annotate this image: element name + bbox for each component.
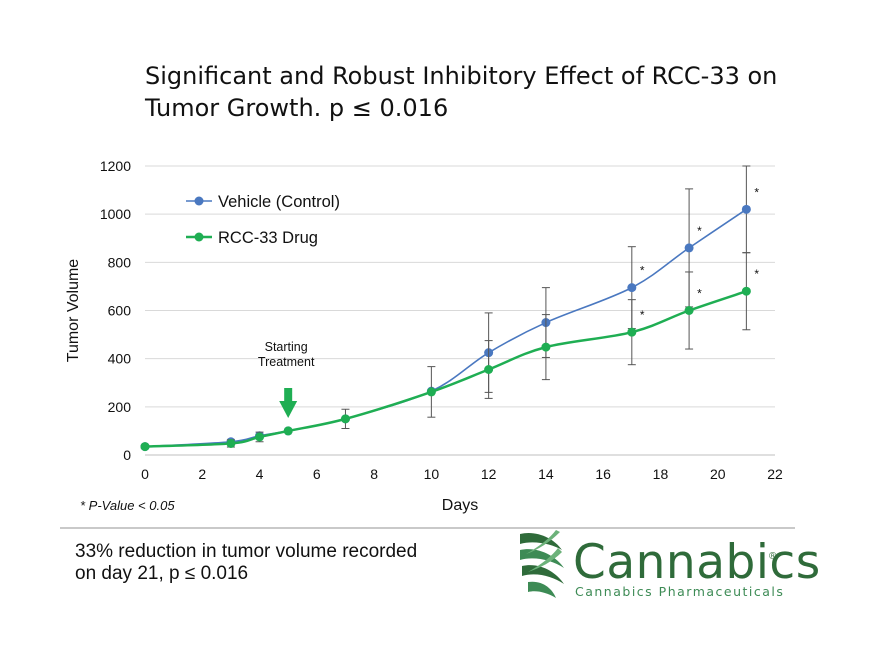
y-tick-label: 1200 xyxy=(100,158,131,174)
data-point-rcc33 xyxy=(541,342,551,352)
legend-label: RCC-33 Drug xyxy=(218,229,318,247)
x-tick-label: 18 xyxy=(653,466,669,482)
brand-subtitle: Cannabics Pharmaceuticals xyxy=(575,584,785,599)
data-point-rcc33 xyxy=(426,387,436,397)
data-point-vehicle xyxy=(684,243,694,253)
chart-title: Significant and Robust Inhibitory Effect… xyxy=(145,60,845,124)
y-tick-label: 800 xyxy=(108,254,132,270)
y-tick-label: 0 xyxy=(123,447,131,463)
data-point-vehicle xyxy=(741,204,751,214)
y-tick-label: 1000 xyxy=(100,206,131,222)
legend-swatch-marker xyxy=(194,232,204,242)
section-divider xyxy=(60,527,795,529)
data-point-vehicle xyxy=(627,283,637,293)
x-tick-label: 20 xyxy=(710,466,726,482)
registered-mark: ® xyxy=(769,551,777,562)
cannabics-logo-icon xyxy=(520,530,564,598)
significance-star: * xyxy=(754,185,759,199)
brand-name: Cannabics xyxy=(573,535,821,590)
series-line-rcc33 xyxy=(144,290,747,448)
legend-label: Vehicle (Control) xyxy=(218,193,340,211)
chart-title-line-2: Tumor Growth. p ≤ 0.016 xyxy=(145,94,449,122)
data-point-rcc33 xyxy=(283,426,293,436)
data-point-rcc33 xyxy=(684,306,694,315)
legend-swatch-marker xyxy=(194,196,204,206)
treatment-arrow-icon xyxy=(279,388,298,418)
data-point-rcc33 xyxy=(140,442,150,452)
annotation-label: Starting xyxy=(265,340,308,354)
annotation-label: Treatment xyxy=(258,355,315,369)
x-tick-label: 10 xyxy=(424,466,440,482)
x-tick-label: 2 xyxy=(198,466,206,482)
x-tick-label: 4 xyxy=(256,466,264,482)
y-axis-label: Tumor Volume xyxy=(65,259,82,363)
significance-star: * xyxy=(640,308,645,322)
y-tick-label: 400 xyxy=(108,351,132,367)
x-tick-label: 14 xyxy=(538,466,554,482)
y-tick-label: 600 xyxy=(108,303,132,319)
significance-star: * xyxy=(754,267,759,281)
x-axis-label: Days xyxy=(442,497,478,514)
data-point-rcc33 xyxy=(226,438,236,448)
chart-title-line-1: Significant and Robust Inhibitory Effect… xyxy=(145,62,778,90)
data-point-rcc33 xyxy=(340,414,350,424)
y-tick-label: 200 xyxy=(108,399,132,415)
x-tick-label: 22 xyxy=(767,466,783,482)
x-tick-label: 12 xyxy=(481,466,497,482)
x-tick-label: 16 xyxy=(595,466,611,482)
p-value-footnote: * P-Value < 0.05 xyxy=(80,498,175,513)
x-tick-label: 8 xyxy=(370,466,378,482)
data-point-rcc33 xyxy=(255,432,265,442)
significance-star: * xyxy=(640,264,645,278)
data-point-rcc33 xyxy=(484,365,494,375)
significance-star: * xyxy=(697,224,702,238)
x-tick-label: 0 xyxy=(141,466,149,482)
x-tick-label: 6 xyxy=(313,466,321,482)
summary-line-1: 33% reduction in tumor volume recorded xyxy=(75,541,418,562)
summary-line-2: on day 21, p ≤ 0.016 xyxy=(75,563,249,584)
significance-star: * xyxy=(697,287,702,301)
data-point-rcc33 xyxy=(627,327,637,337)
summary-text: 33% reduction in tumor volume recorded o… xyxy=(75,541,495,585)
data-point-rcc33 xyxy=(741,286,751,296)
